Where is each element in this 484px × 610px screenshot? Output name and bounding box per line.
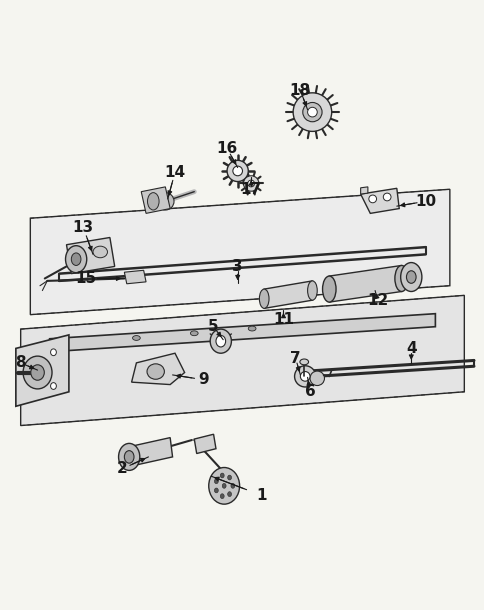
Ellipse shape — [65, 246, 87, 273]
Text: 6: 6 — [304, 384, 315, 400]
Ellipse shape — [124, 451, 134, 463]
Ellipse shape — [132, 336, 140, 340]
Ellipse shape — [214, 479, 218, 484]
Ellipse shape — [230, 483, 234, 488]
Text: 5: 5 — [208, 319, 218, 334]
Ellipse shape — [227, 492, 231, 497]
Ellipse shape — [400, 262, 421, 292]
Polygon shape — [21, 295, 463, 426]
Polygon shape — [16, 335, 69, 406]
Polygon shape — [49, 314, 435, 352]
Ellipse shape — [248, 326, 256, 331]
Text: 14: 14 — [164, 165, 185, 180]
Ellipse shape — [31, 365, 44, 380]
Ellipse shape — [210, 329, 231, 353]
Text: 10: 10 — [414, 194, 436, 209]
Ellipse shape — [156, 193, 174, 210]
Text: 11: 11 — [272, 312, 293, 327]
Ellipse shape — [214, 488, 218, 493]
Ellipse shape — [243, 176, 258, 191]
Ellipse shape — [307, 107, 317, 117]
Ellipse shape — [71, 253, 81, 265]
Text: 2: 2 — [116, 461, 127, 476]
Ellipse shape — [382, 193, 390, 201]
Ellipse shape — [222, 483, 226, 488]
Polygon shape — [329, 265, 401, 302]
Ellipse shape — [406, 271, 415, 283]
Ellipse shape — [294, 366, 315, 387]
Text: 7: 7 — [289, 351, 300, 365]
Polygon shape — [131, 353, 184, 384]
Ellipse shape — [50, 349, 56, 356]
Ellipse shape — [322, 276, 335, 302]
Polygon shape — [360, 187, 367, 194]
Text: 13: 13 — [73, 220, 94, 235]
Ellipse shape — [307, 281, 317, 300]
Ellipse shape — [309, 371, 324, 386]
Polygon shape — [30, 189, 449, 315]
Ellipse shape — [227, 475, 231, 480]
Polygon shape — [141, 187, 170, 214]
Ellipse shape — [93, 246, 107, 258]
Text: 3: 3 — [232, 259, 242, 274]
Text: 8: 8 — [15, 356, 26, 370]
Ellipse shape — [147, 193, 159, 210]
Text: 9: 9 — [198, 372, 209, 387]
Text: 1: 1 — [256, 488, 267, 503]
Polygon shape — [124, 270, 146, 284]
Text: 4: 4 — [405, 341, 416, 356]
Ellipse shape — [299, 359, 308, 365]
Polygon shape — [360, 188, 398, 214]
Ellipse shape — [259, 289, 269, 309]
Ellipse shape — [232, 166, 242, 176]
Ellipse shape — [220, 493, 224, 498]
Ellipse shape — [215, 336, 225, 347]
Ellipse shape — [23, 356, 52, 389]
Ellipse shape — [118, 443, 139, 470]
Ellipse shape — [227, 160, 248, 182]
Ellipse shape — [368, 195, 376, 203]
Ellipse shape — [302, 102, 321, 122]
Text: 15: 15 — [75, 271, 96, 286]
Polygon shape — [194, 434, 215, 453]
Ellipse shape — [300, 371, 309, 381]
Text: 16: 16 — [216, 141, 237, 156]
Ellipse shape — [208, 467, 239, 504]
Ellipse shape — [190, 331, 198, 336]
Ellipse shape — [50, 382, 56, 389]
Text: 17: 17 — [240, 182, 261, 197]
Ellipse shape — [394, 265, 408, 292]
Text: 12: 12 — [366, 293, 387, 307]
Text: 18: 18 — [289, 83, 310, 98]
Ellipse shape — [220, 473, 224, 478]
Polygon shape — [66, 237, 115, 274]
Polygon shape — [264, 281, 312, 309]
Ellipse shape — [292, 93, 331, 131]
Polygon shape — [126, 437, 172, 467]
Ellipse shape — [147, 364, 164, 379]
Ellipse shape — [247, 180, 254, 187]
